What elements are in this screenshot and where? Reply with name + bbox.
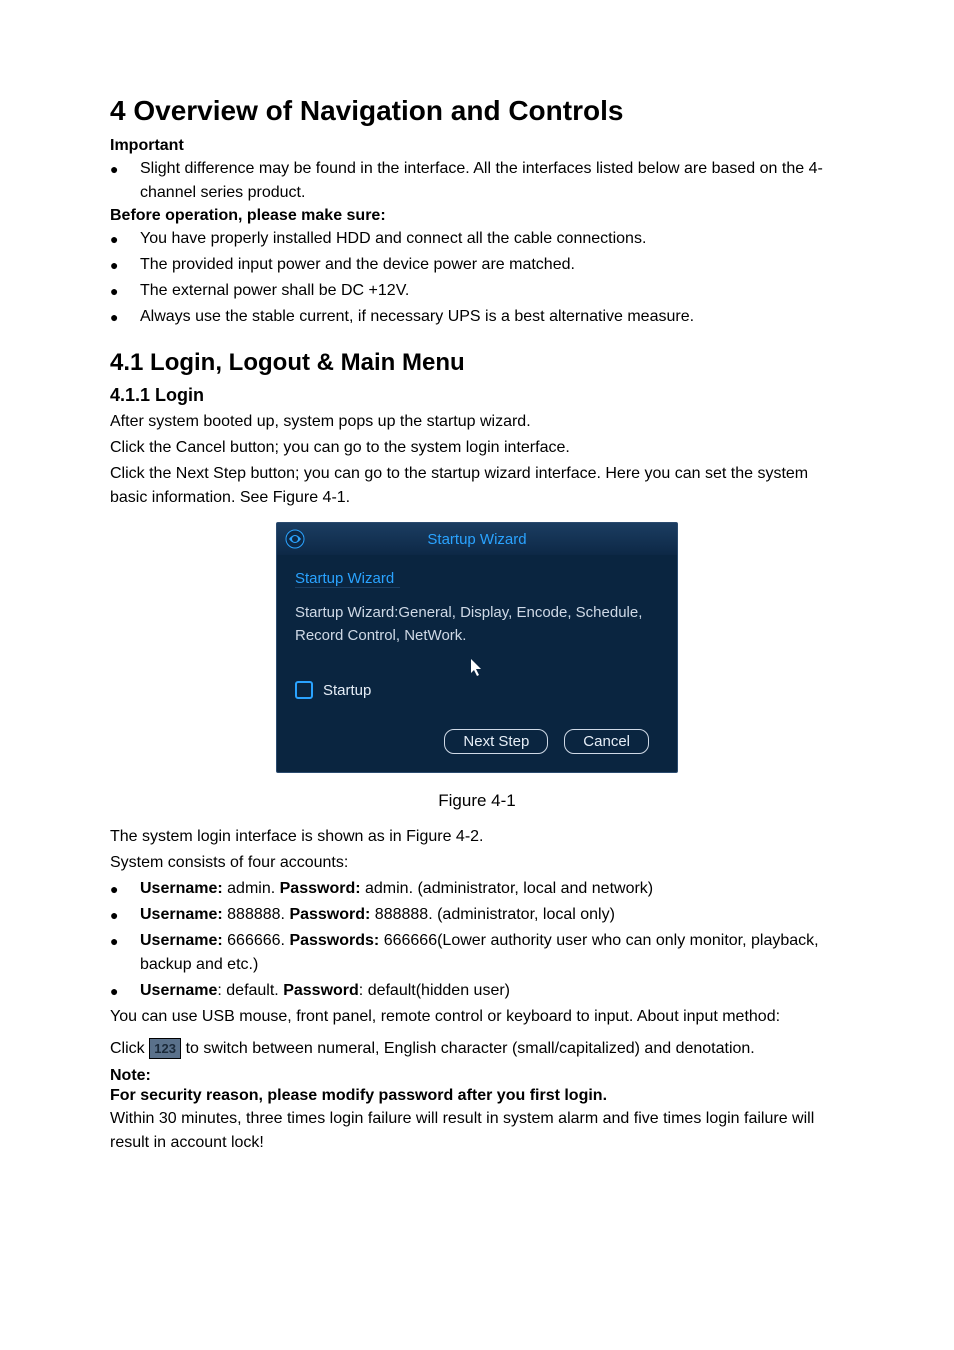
app-icon [285,529,305,549]
cursor-icon [469,657,485,677]
bullet-text: The external power shall be DC +12V. [140,279,844,303]
paragraph-input-method: You can use USB mouse, front panel, remo… [110,1005,844,1029]
label-username: Username [140,982,217,999]
value-password: : default(hidden user) [359,982,510,999]
heading-chapter: 4 Overview of Navigation and Controls [110,95,844,127]
dialog-button-row: Next Step Cancel [295,729,659,754]
figure-dialog-wrap: Startup Wizard Startup Wizard Startup Wi… [110,522,844,773]
bullet-marker: ● [110,157,140,177]
dialog-titlebar: Startup Wizard [277,523,677,556]
paragraph-after-1: System consists of four accounts: [110,851,844,875]
bullet-text: Username: 888888. Password: 888888. (adm… [140,903,844,927]
input-mode-123-icon [149,1038,181,1059]
bullet-text: Username: admin. Password: admin. (admin… [140,877,844,901]
label-before-operation: Before operation, please make sure: [110,207,844,225]
paragraph-click-line: Click to switch between numeral, English… [110,1037,844,1061]
value-password: 888888. (administrator, local only) [370,906,615,923]
label-username: Username: [140,880,223,897]
label-password: Password: [280,880,361,897]
heading-subsection-4-1-1: 4.1.1 Login [110,385,844,406]
label-important: Important [110,137,844,155]
bullet-marker: ● [110,903,140,923]
dialog-body: Startup Wizard Startup Wizard:General, D… [277,556,677,772]
label-username: Username: [140,906,223,923]
text-click-after: to switch between numeral, English chara… [186,1040,755,1057]
bullet-text: The provided input power and the device … [140,253,844,277]
wizard-description: Startup Wizard:General, Display, Encode,… [295,602,659,647]
figure-caption: Figure 4-1 [110,791,844,811]
paragraph-after-0: The system login interface is shown as i… [110,825,844,849]
value-username: : default. [217,982,283,999]
cancel-button[interactable]: Cancel [564,729,649,754]
bullet-text: Username: default. Password: default(hid… [140,979,844,1003]
value-password: admin. (administrator, local and network… [361,880,654,897]
dialog-title-text: Startup Wizard [313,531,641,548]
paragraph-intro-1: Click the Cancel button; you can go to t… [110,436,844,460]
label-username: Username: [140,932,223,949]
label-password: Password [283,982,359,999]
value-username: admin. [223,880,280,897]
bullet-before-3: ● Always use the stable current, if nece… [110,305,844,329]
paragraph-lockout: Within 30 minutes, three times login fai… [110,1107,844,1155]
label-note: Note: [110,1067,844,1085]
bullet-marker: ● [110,279,140,299]
bullet-text: Username: 666666. Passwords: 666666(Lowe… [140,929,844,977]
bullet-marker: ● [110,979,140,999]
bullet-account-1: ● Username: 888888. Password: 888888. (a… [110,903,844,927]
heading-section-4-1: 4.1 Login, Logout & Main Menu [110,349,844,377]
bullet-account-3: ● Username: default. Password: default(h… [110,979,844,1003]
value-username: 666666. [223,932,290,949]
bullet-marker: ● [110,227,140,247]
paragraph-intro-0: After system booted up, system pops up t… [110,410,844,434]
startup-wizard-dialog: Startup Wizard Startup Wizard Startup Wi… [276,522,678,773]
bullet-account-0: ● Username: admin. Password: admin. (adm… [110,877,844,901]
bullet-text: You have properly installed HDD and conn… [140,227,844,251]
security-warning: For security reason, please modify passw… [110,1087,844,1105]
paragraph-intro-2: Click the Next Step button; you can go t… [110,462,844,510]
startup-checkbox[interactable] [295,681,313,699]
bullet-before-2: ● The external power shall be DC +12V. [110,279,844,303]
bullet-text: Slight difference may be found in the in… [140,157,844,205]
bullet-important: ● Slight difference may be found in the … [110,157,844,205]
bullet-marker: ● [110,929,140,949]
startup-checkbox-row: Startup [295,681,659,699]
bullet-text: Always use the stable current, if necess… [140,305,844,329]
bullet-before-1: ● The provided input power and the devic… [110,253,844,277]
wizard-heading: Startup Wizard [295,570,400,588]
label-password: Passwords: [289,932,379,949]
page-container: 4 Overview of Navigation and Controls Im… [0,0,954,1350]
label-password: Password: [289,906,370,923]
bullet-marker: ● [110,253,140,273]
startup-checkbox-label: Startup [323,682,371,699]
bullet-account-2: ● Username: 666666. Passwords: 666666(Lo… [110,929,844,977]
text-click-before: Click [110,1040,149,1057]
bullet-before-0: ● You have properly installed HDD and co… [110,227,844,251]
bullet-marker: ● [110,305,140,325]
bullet-marker: ● [110,877,140,897]
next-step-button[interactable]: Next Step [444,729,548,754]
value-username: 888888. [223,906,290,923]
